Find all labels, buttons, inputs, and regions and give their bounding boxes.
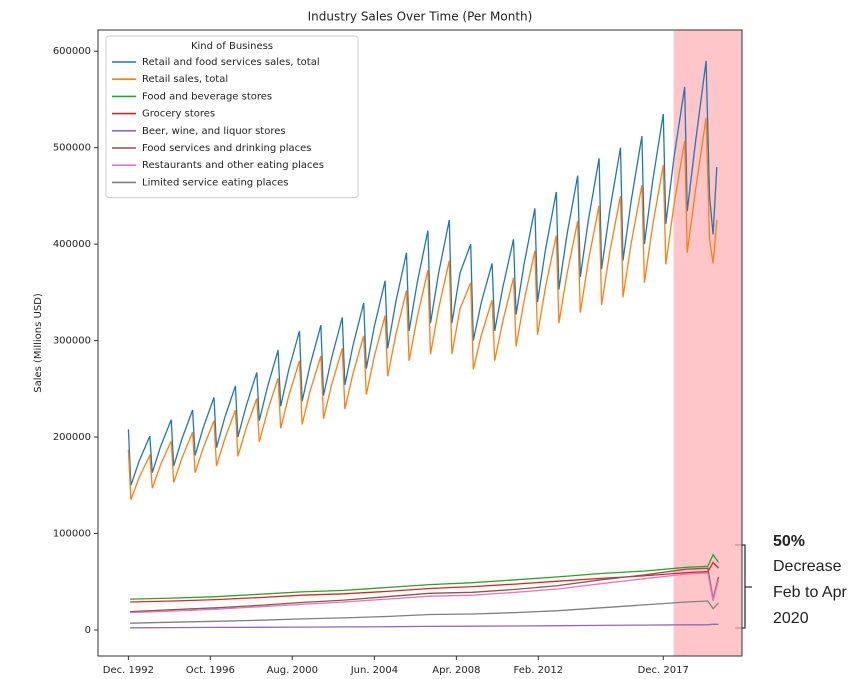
y-tick-label: 300000 <box>53 336 91 347</box>
legend-box <box>105 35 359 199</box>
legend-label: Food services and drinking places <box>142 143 311 154</box>
legend-label: Grocery stores <box>142 109 215 120</box>
y-tick-label: 0 <box>85 625 91 636</box>
plot-frame <box>97 29 743 657</box>
legend-label: Limited service eating places <box>142 177 288 188</box>
annotation: 2020 <box>773 610 809 627</box>
y-tick-label: 200000 <box>53 432 91 443</box>
series-line <box>127 60 718 486</box>
x-tick-label: Dec. 1992 <box>103 665 154 676</box>
x-tick-label: Feb. 2012 <box>514 665 564 676</box>
y-tick-label: 600000 <box>53 46 91 57</box>
y-tick-label: 100000 <box>53 529 91 540</box>
series-line <box>130 572 720 614</box>
y-tick-label: 400000 <box>53 239 91 250</box>
series-line <box>130 567 720 613</box>
series-line <box>130 553 720 600</box>
x-tick-label: Oct. 1996 <box>186 665 235 676</box>
x-tick-label: Dec. 2017 <box>638 665 689 676</box>
annotation: Feb to Apr <box>773 584 847 601</box>
series-line <box>130 623 719 629</box>
legend-label: Food and beverage stores <box>142 91 272 102</box>
series-line <box>127 117 718 500</box>
x-tick-label: Apr. 2008 <box>432 665 480 676</box>
x-tick-label: Aug. 2000 <box>267 665 318 676</box>
series-line <box>130 561 719 603</box>
chart-title: Industry Sales Over Time (Per Month) <box>308 10 533 24</box>
x-tick-label: Jun. 2004 <box>350 665 398 676</box>
y-axis-label: Sales (Millions USD) <box>33 293 44 393</box>
y-tick-label: 500000 <box>53 143 91 154</box>
annotation: Decrease <box>773 558 842 575</box>
legend-title: Kind of Business <box>191 41 273 52</box>
legend-label: Beer, wine, and liquor stores <box>142 126 286 137</box>
series-line <box>130 600 719 624</box>
legend-label: Retail and food services sales, total <box>142 57 320 68</box>
annotation: 50% <box>773 533 805 550</box>
legend-label: Restaurants and other eating places <box>142 160 324 171</box>
legend-label: Retail sales, total <box>142 74 228 85</box>
